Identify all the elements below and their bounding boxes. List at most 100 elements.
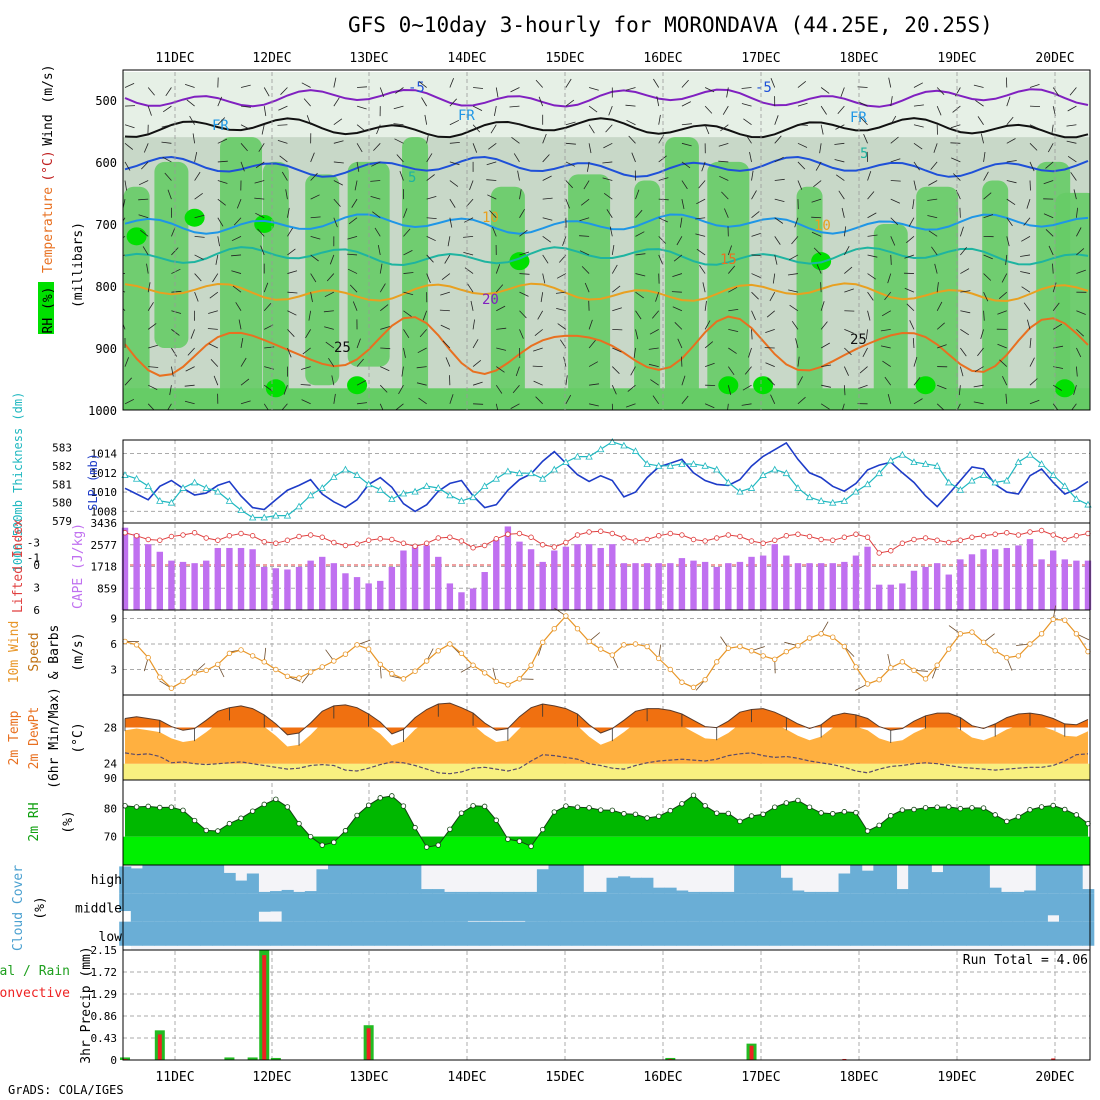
wind-barb	[960, 290, 971, 293]
precip-total-bar	[247, 1057, 258, 1060]
wind-barb	[1071, 403, 1077, 410]
wind-barbs-label: & Barbs	[47, 625, 62, 680]
wind-barb	[147, 323, 157, 330]
wind-barb	[184, 84, 195, 88]
rh-point	[644, 815, 650, 821]
wind-barb	[1021, 286, 1031, 293]
thickness-point	[353, 471, 361, 478]
wind-barb	[820, 87, 830, 94]
cape-bar	[1038, 559, 1045, 610]
wind-barb	[535, 79, 543, 88]
isotherm-label: -5	[755, 80, 772, 96]
wind-barb	[1029, 180, 1031, 191]
cloud-row-label: high	[91, 873, 122, 888]
temperature-unit-label: (°C)	[41, 150, 56, 181]
wind-barb	[588, 143, 592, 154]
cloud-unit-label: (%)	[33, 896, 48, 919]
cape-bar	[609, 544, 616, 610]
precip-tick-label: 1.72	[91, 966, 118, 979]
wind-barb	[124, 161, 131, 171]
wind-barb	[565, 394, 572, 404]
wind-barb	[310, 273, 317, 283]
cloud-cell-high	[362, 865, 375, 894]
wind-barb	[403, 250, 413, 256]
wind-barb	[419, 329, 427, 338]
lifted-index-point	[656, 533, 662, 539]
slp-axis-label: SLP (mb)	[86, 453, 100, 511]
cape-bar	[527, 549, 535, 610]
wind-barb	[347, 235, 358, 240]
wind-barb	[603, 192, 613, 200]
wind-barb	[728, 309, 739, 312]
cape-bar	[203, 560, 210, 610]
wind-barb	[606, 209, 613, 218]
wind-barb	[171, 347, 178, 357]
rh-saturated-spot	[254, 214, 275, 233]
wind-barb	[194, 254, 204, 260]
cloud-cell-middle	[780, 893, 793, 922]
cloud-cell-low	[165, 921, 178, 946]
wind-barb	[936, 301, 943, 311]
cloud-cell-high	[861, 870, 874, 894]
cloud-cell-low	[304, 921, 317, 946]
wind-barb	[772, 273, 776, 284]
precip-frame	[122, 949, 1091, 1061]
wind-barb	[983, 214, 994, 219]
wind-barb	[960, 246, 968, 256]
wind-barb	[440, 291, 450, 296]
cloud-cell-middle	[467, 893, 480, 921]
wind-speed-point	[307, 669, 314, 675]
wind-barb	[281, 171, 288, 181]
cape-bar	[713, 566, 720, 610]
lifted-index-point	[458, 538, 465, 544]
wind-barb	[936, 403, 945, 410]
wind-barb	[393, 123, 404, 126]
rh-point	[922, 805, 929, 811]
wind-barb	[860, 117, 868, 125]
cape-bar	[481, 572, 488, 610]
lifted-index-point	[644, 536, 650, 543]
wind-barb	[1029, 399, 1040, 405]
wind-barb	[820, 301, 825, 311]
rh-point	[1073, 812, 1080, 818]
thickness-point	[330, 473, 338, 480]
wind-barb	[904, 287, 915, 293]
rh-point	[400, 803, 407, 809]
wind-barb	[487, 194, 497, 200]
thickness-point	[747, 484, 756, 491]
wind-barb	[609, 226, 613, 237]
wind-barb	[310, 216, 321, 219]
temperature-tick-label: 28	[104, 722, 117, 735]
wind-barb	[913, 377, 921, 386]
wind-barb	[983, 273, 992, 281]
thickness-point	[469, 493, 477, 501]
lifted-index-point	[423, 540, 430, 546]
wind-barb	[472, 124, 481, 133]
rh-point	[830, 811, 836, 817]
wind-barb	[261, 124, 265, 135]
wind-barb	[742, 384, 752, 391]
cloud-cell-high	[304, 891, 317, 894]
wind-barb	[890, 217, 899, 226]
wind-speed-point	[423, 658, 430, 664]
precip-convective-bar	[668, 1058, 673, 1060]
cape-bar	[319, 556, 326, 610]
wind-barb	[277, 140, 288, 144]
wind-barb	[124, 105, 136, 107]
wind-barb	[865, 329, 868, 340]
rh-point	[621, 811, 627, 817]
wind-barb	[138, 198, 149, 201]
cape-bar	[632, 563, 639, 610]
cape-bar	[191, 563, 198, 610]
wind-barb	[588, 361, 598, 367]
isotherm-label: 25	[334, 340, 351, 356]
rh-legend-swatch	[38, 282, 54, 334]
wind-barb	[789, 254, 799, 261]
wind-barb	[1029, 337, 1032, 349]
cloud-cell-low	[977, 921, 990, 946]
cloud-cell-middle	[525, 893, 538, 922]
thickness-point	[481, 482, 489, 490]
thickness-point	[306, 491, 315, 499]
temperature-tick-label: 90	[104, 772, 117, 785]
rh-moist-column	[220, 137, 263, 404]
